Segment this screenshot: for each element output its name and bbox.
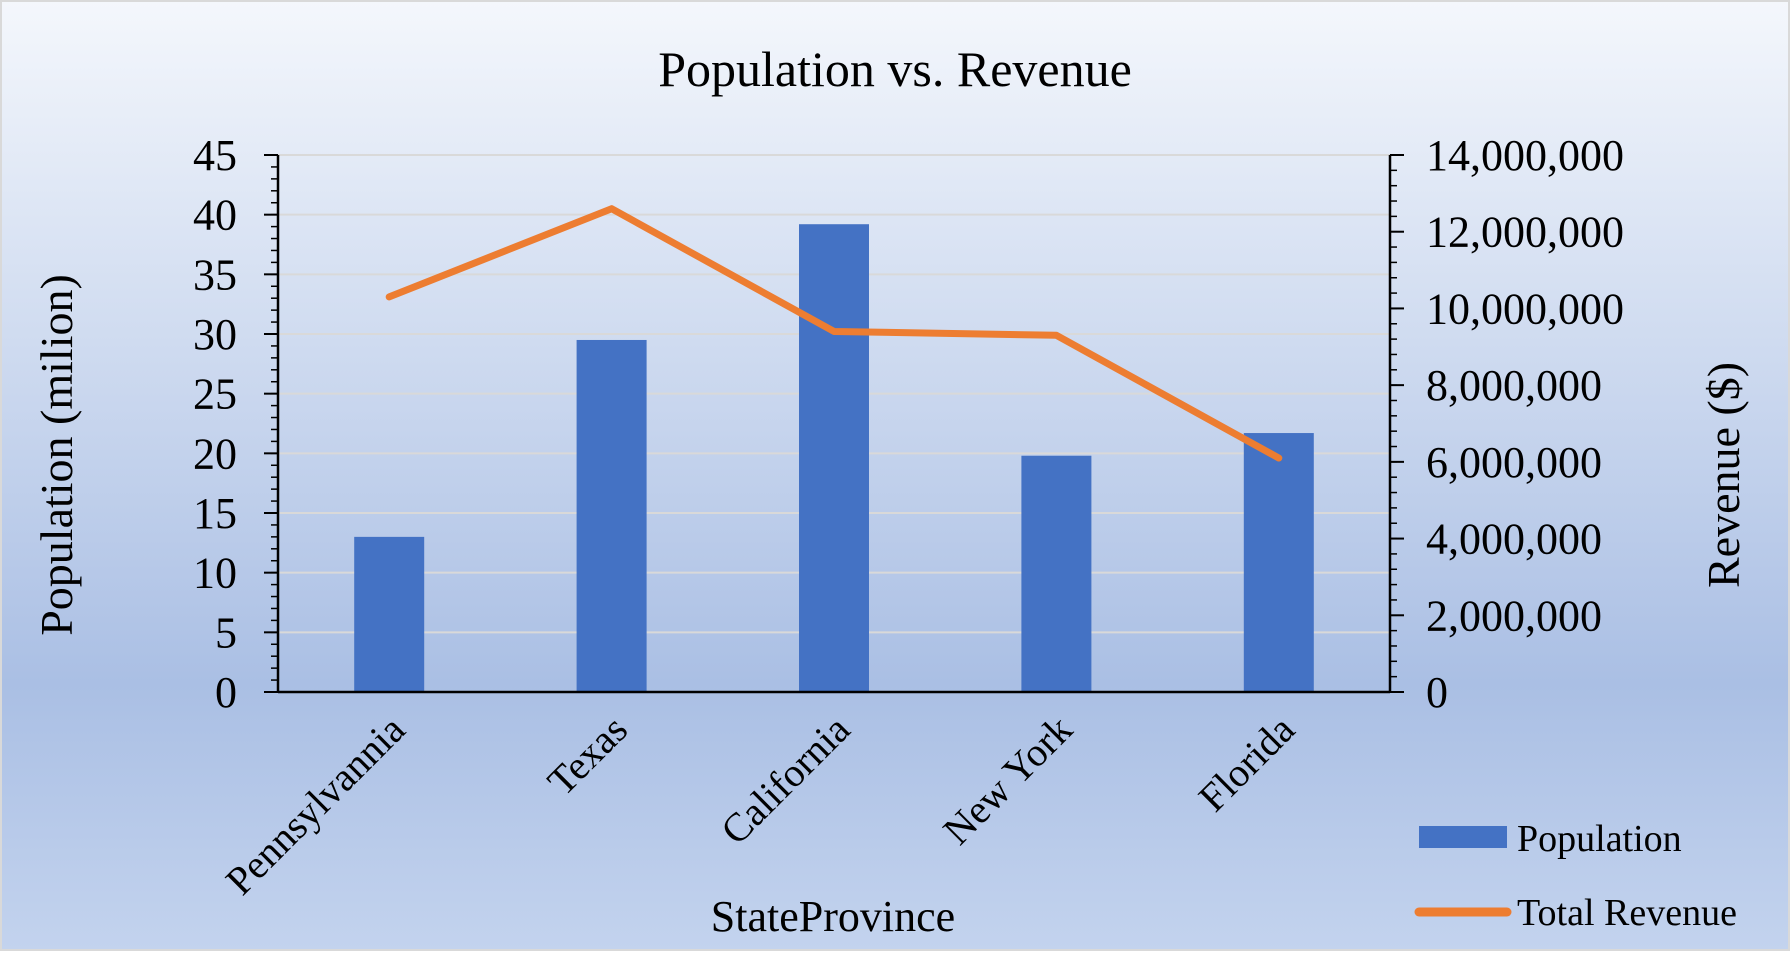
y2-tick-label: 4,000,000 [1426,515,1602,564]
y2-tick-label: 6,000,000 [1426,438,1602,487]
bar-population [799,224,869,693]
x-axis-title: StateProvince [711,892,955,941]
y-tick-label: 0 [215,668,237,717]
legend-label-population: Population [1517,818,1682,860]
line-total-revenue [385,205,1283,462]
axes [264,154,1404,694]
bar-population [576,339,647,692]
y2-tick-label: 10,000,000 [1426,284,1624,333]
y-tick-label: 15 [193,489,237,538]
y-tick-label: 45 [193,131,237,180]
y-tick-label: 25 [193,370,237,419]
y2-tick-label: 0 [1426,668,1448,717]
y2-tick-label: 14,000,000 [1426,131,1624,180]
line-series-total-revenue [385,205,1283,462]
y-tick-label: 35 [193,250,237,299]
legend-swatch-population [1419,826,1507,848]
tick-labels: 0 5 10 15 20 25 30 35 40 45 0 2,000,000 4,000,000 6,0… [193,131,1624,903]
y-tick-label: 30 [193,310,237,359]
bar-population [1021,455,1092,692]
bar-series-population [354,224,1314,693]
bar-population [354,536,425,692]
y2-tick-label: 12,000,000 [1426,208,1624,257]
y-tick-label: 10 [193,549,237,598]
legend-label-total-revenue: Total Revenue [1517,892,1737,934]
y-tick-label: 20 [193,429,237,478]
y2-axis-title: Revenue ($) [1698,362,1749,588]
y2-tick-label: 8,000,000 [1426,361,1602,410]
chart-title: Population vs. Revenue [658,41,1132,97]
y-tick-label: 5 [215,608,237,657]
y2-tick-label: 2,000,000 [1426,591,1602,640]
y-axis-title: Population (milion) [31,274,82,636]
bar-population [1243,433,1314,692]
legend: Population Total Revenue [1414,818,1737,934]
y-tick-label: 40 [193,191,237,240]
